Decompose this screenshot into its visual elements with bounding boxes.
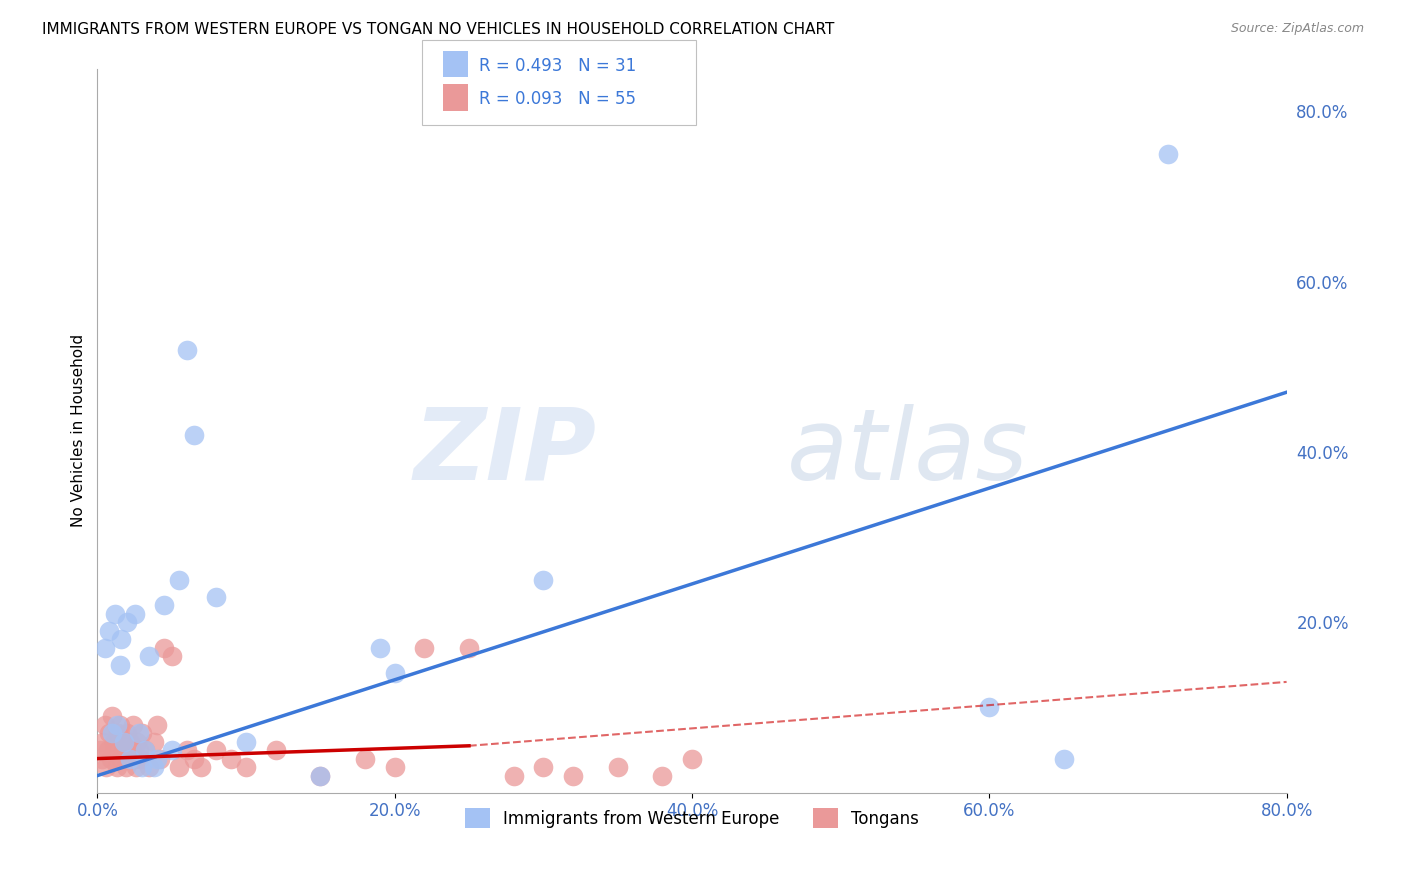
Point [651, 769, 673, 783]
Point [160, 743, 183, 757]
Point [235, 734, 257, 748]
Point [112, 734, 135, 748]
Point [264, 743, 287, 757]
Point [190, 760, 212, 774]
Point [205, 590, 228, 604]
Point [368, 640, 391, 655]
Point [108, 657, 131, 672]
Point [98, 726, 121, 740]
Point [101, 709, 124, 723]
Point [149, 751, 172, 765]
Point [122, 717, 145, 731]
Point [167, 573, 190, 587]
Point [114, 760, 136, 774]
Point [205, 743, 228, 757]
Text: atlas: atlas [787, 404, 1029, 500]
Point [100, 751, 122, 765]
Point [110, 751, 132, 765]
Point [979, 700, 1001, 714]
Point [91, 734, 114, 748]
Point [115, 726, 138, 740]
Point [502, 769, 524, 783]
Point [176, 743, 198, 757]
Point [153, 640, 176, 655]
Point [531, 760, 554, 774]
Text: R = 0.493   N = 31: R = 0.493 N = 31 [479, 57, 637, 75]
Point [96, 760, 118, 774]
Point [413, 640, 436, 655]
Point [138, 649, 160, 664]
Point [681, 751, 703, 765]
Point [562, 769, 585, 783]
Point [89, 743, 111, 757]
Point [384, 666, 406, 681]
Point [127, 734, 149, 748]
Point [110, 632, 132, 647]
Point [219, 751, 242, 765]
Point [101, 726, 124, 740]
Point [138, 760, 160, 774]
Point [111, 734, 134, 748]
Point [606, 760, 628, 774]
Point [183, 751, 205, 765]
Point [146, 751, 169, 765]
Point [167, 760, 190, 774]
Point [309, 769, 332, 783]
Point [160, 649, 183, 664]
Point [128, 743, 150, 757]
Point [1156, 146, 1178, 161]
Point [120, 751, 142, 765]
Point [104, 743, 127, 757]
Text: ZIP: ZIP [413, 404, 596, 500]
Point [104, 607, 127, 621]
Point [105, 760, 128, 774]
Point [124, 607, 146, 621]
Point [129, 751, 152, 765]
Point [235, 760, 257, 774]
Point [142, 760, 165, 774]
Legend: Immigrants from Western Europe, Tongans: Immigrants from Western Europe, Tongans [458, 801, 925, 835]
Point [1052, 751, 1074, 765]
Point [124, 751, 146, 765]
Point [131, 726, 153, 740]
Point [94, 717, 117, 731]
Text: R = 0.093   N = 55: R = 0.093 N = 55 [479, 90, 637, 108]
Point [458, 640, 481, 655]
Point [115, 615, 138, 630]
Point [90, 751, 112, 765]
Point [120, 734, 142, 748]
Point [134, 743, 156, 757]
Text: IMMIGRANTS FROM WESTERN EUROPE VS TONGAN NO VEHICLES IN HOUSEHOLD CORRELATION CH: IMMIGRANTS FROM WESTERN EUROPE VS TONGAN… [42, 22, 835, 37]
Point [98, 624, 121, 638]
Point [384, 760, 406, 774]
Point [183, 427, 205, 442]
Y-axis label: No Vehicles in Household: No Vehicles in Household [72, 334, 86, 527]
Point [105, 717, 128, 731]
Point [131, 760, 153, 774]
Text: Source: ZipAtlas.com: Source: ZipAtlas.com [1230, 22, 1364, 36]
Point [108, 717, 131, 731]
Point [112, 743, 135, 757]
Point [107, 726, 129, 740]
Point [142, 734, 165, 748]
Point [153, 599, 176, 613]
Point [531, 573, 554, 587]
Point [176, 343, 198, 357]
Point [103, 734, 125, 748]
Point [97, 743, 120, 757]
Point [121, 743, 143, 757]
Point [125, 760, 148, 774]
Point [117, 751, 139, 765]
Point [94, 640, 117, 655]
Point [309, 769, 332, 783]
Point [354, 751, 377, 765]
Point [146, 717, 169, 731]
Point [134, 743, 156, 757]
Point [128, 726, 150, 740]
